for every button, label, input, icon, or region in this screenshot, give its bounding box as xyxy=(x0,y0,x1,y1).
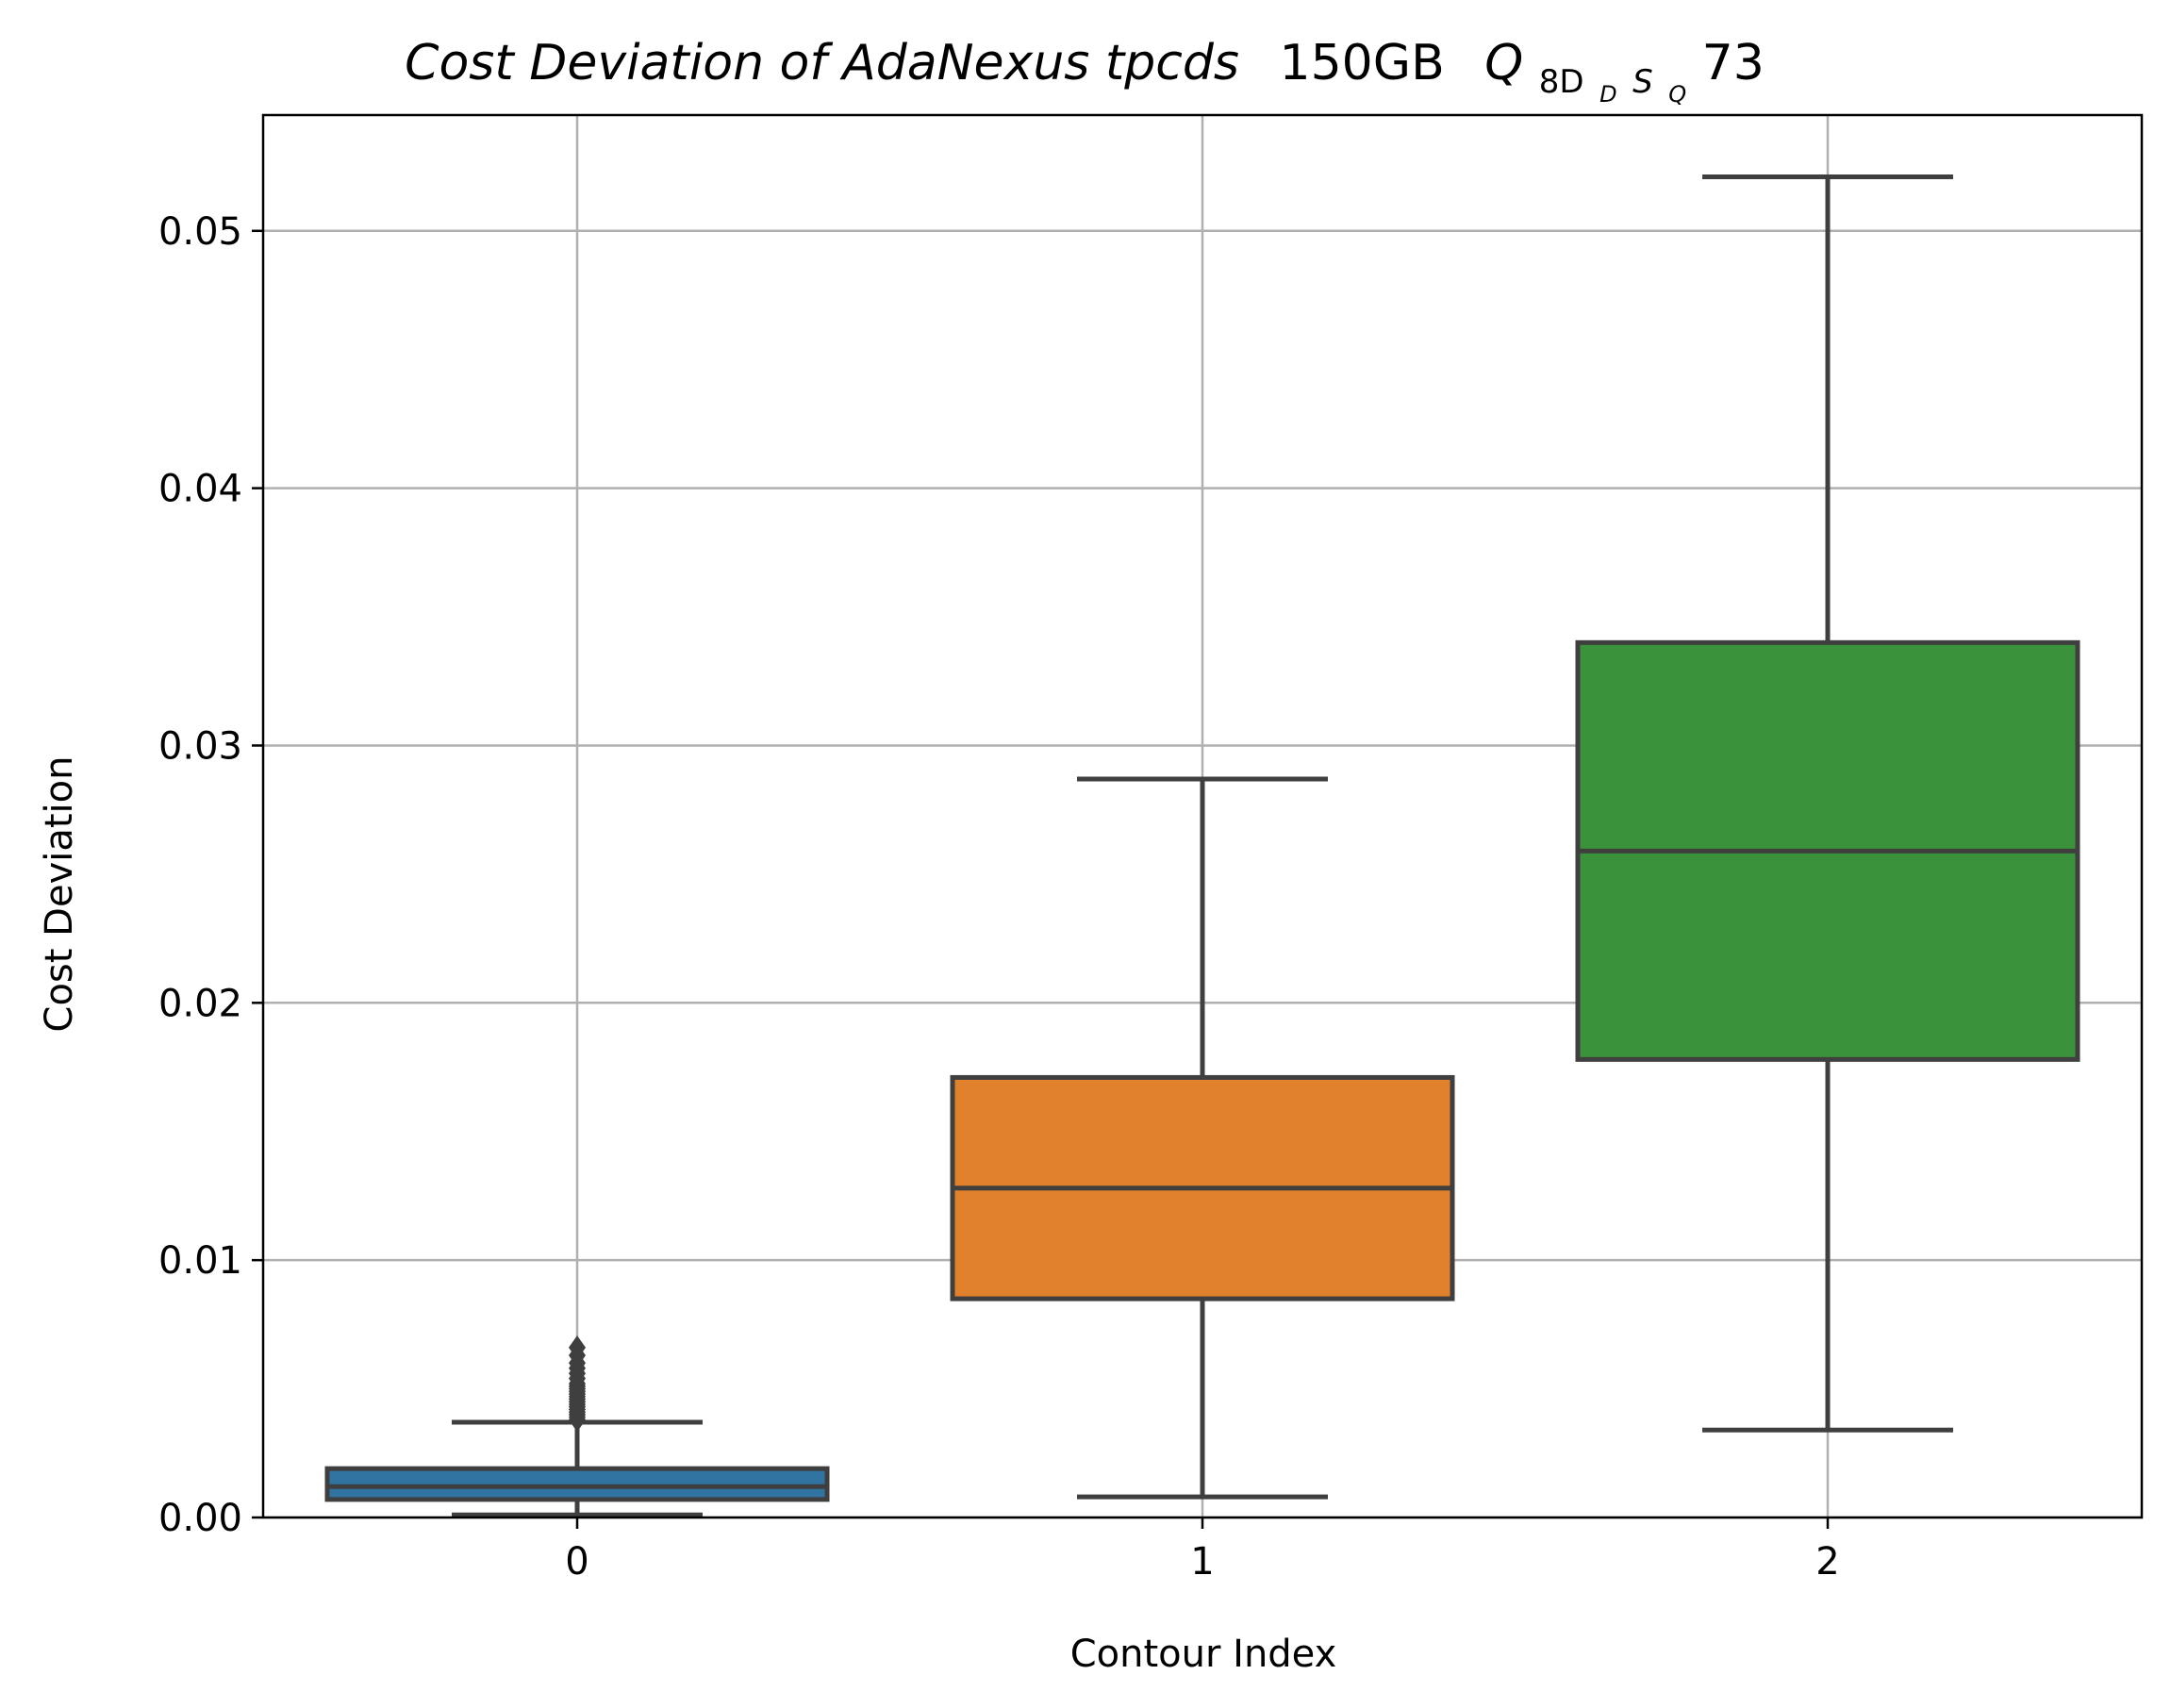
y-tick-label: 0.01 xyxy=(158,1239,242,1283)
y-tick-label: 0.05 xyxy=(158,210,242,254)
x-axis-label: Contour Index xyxy=(1070,1633,1337,1676)
outlier-point xyxy=(568,1335,587,1360)
box-group-1 xyxy=(950,776,1455,1500)
y-tick-label: 0.02 xyxy=(158,982,242,1025)
title-math-sub: 8D xyxy=(1539,63,1584,101)
y-tick-label: 0.04 xyxy=(158,468,242,511)
x-tick-label: 0 xyxy=(565,1540,588,1584)
title-math-suffix: 73 xyxy=(1702,35,1765,91)
title-math-subsub-d: D xyxy=(1599,81,1616,108)
title-math-base: Q xyxy=(1484,35,1523,91)
title-plain: 150GB xyxy=(1280,35,1445,91)
y-axis-label: Cost Deviation xyxy=(38,756,81,1033)
box-group-2 xyxy=(1575,174,2080,1433)
y-tick-label: 0.03 xyxy=(158,724,242,768)
iqr-box xyxy=(324,1466,830,1502)
box-layer xyxy=(324,174,2080,1517)
y-tick-label: 0.00 xyxy=(158,1497,242,1540)
title-math-sub-s: S xyxy=(1632,63,1653,101)
box-group-0 xyxy=(324,1335,830,1517)
chart-title: Cost Deviation of AdaNexus tpcds 150GB Q… xyxy=(405,35,1765,114)
x-tick-label: 2 xyxy=(1815,1540,1839,1584)
tick-layer: 0.00 0.01 0.02 0.03 0.04 0.05 0 1 2 xyxy=(158,210,1840,1584)
title-italic: Cost Deviation of AdaNexus tpcds xyxy=(405,35,1239,91)
x-tick-label: 1 xyxy=(1190,1540,1214,1584)
title-math-subsub-q: Q xyxy=(1668,81,1686,108)
